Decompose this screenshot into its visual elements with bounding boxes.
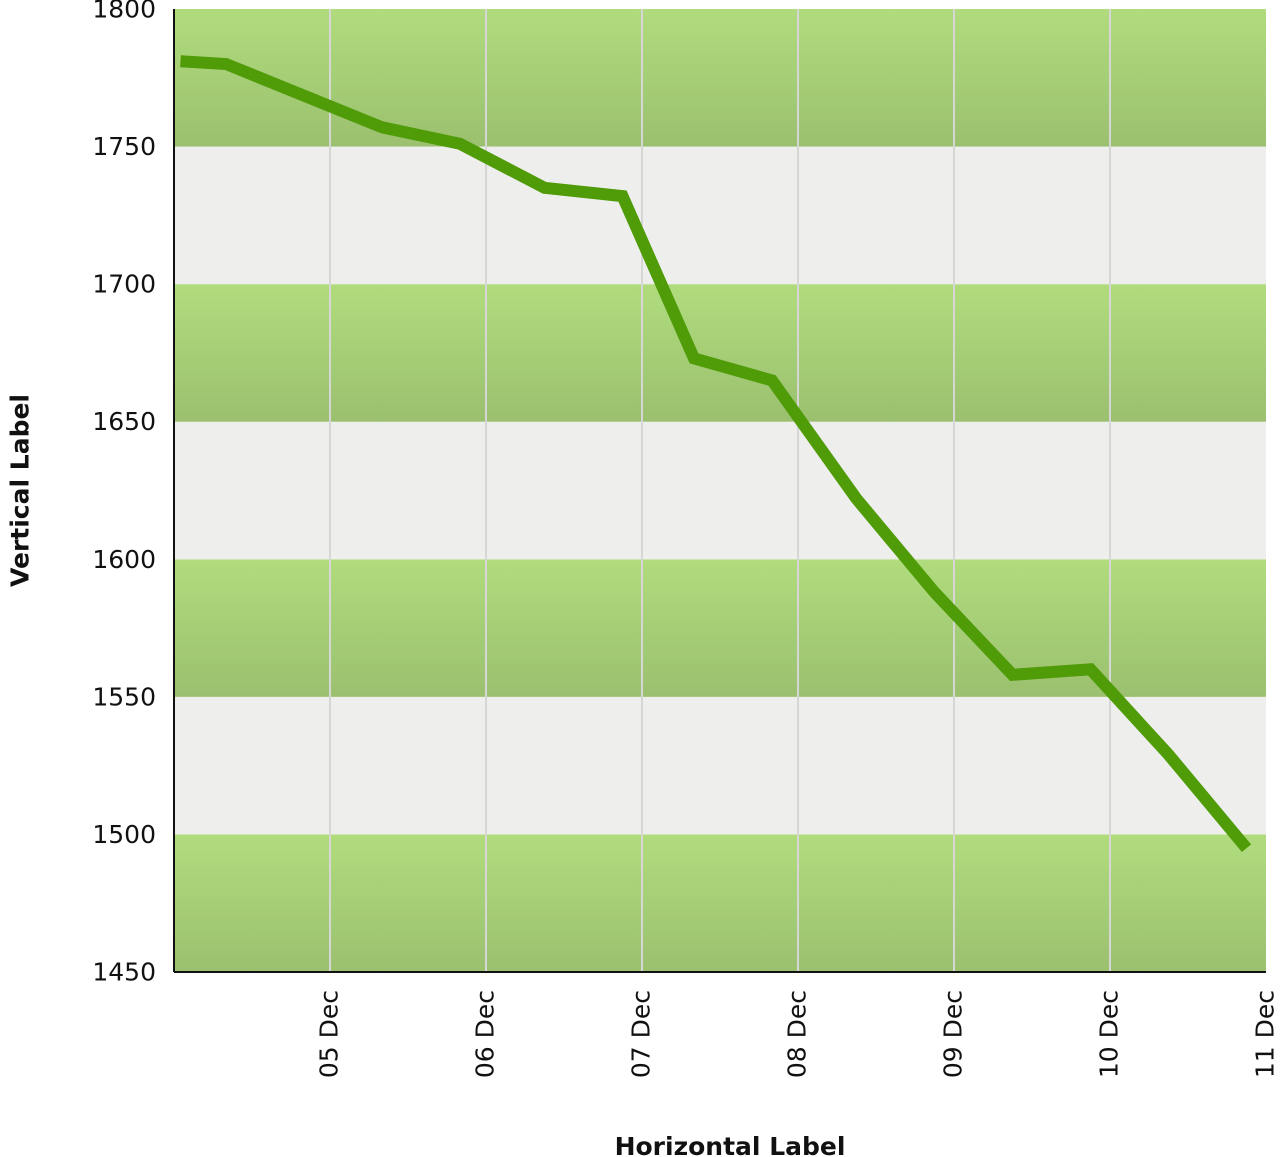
x-tick-label: 11 Dec (1251, 990, 1280, 1078)
vertical-gridlines (329, 9, 1111, 972)
y-axis-title: Vertical Label (6, 394, 35, 587)
y-tick-label: 1600 (92, 545, 156, 574)
x-tick-label: 06 Dec (471, 990, 500, 1078)
y-tick-label: 1500 (92, 820, 156, 849)
series-line (180, 55, 1252, 853)
x-tick-label: 08 Dec (783, 990, 812, 1078)
y-tick-label: 1750 (92, 132, 156, 161)
band-green (174, 834, 1266, 972)
band-light (174, 696, 1266, 835)
y-tick-label: 1550 (92, 682, 156, 711)
y-tick-label: 1800 (92, 0, 156, 24)
y-tick-label: 1650 (92, 407, 156, 436)
x-axis-tick-labels: 05 Dec 06 Dec 07 Dec 08 Dec 09 Dec 10 Dec 11 D… (315, 990, 1280, 1078)
background-bands (174, 9, 1266, 972)
x-axis-title: Horizontal Label (615, 1132, 846, 1157)
band-green (174, 284, 1266, 422)
series-group (180, 55, 1252, 853)
band-green (174, 9, 1266, 147)
y-axis-tick-labels: 1450 1500 1550 1600 1650 1700 1750 1800 (92, 0, 156, 987)
x-tick-label: 07 Dec (627, 990, 656, 1078)
x-tick-label: 09 Dec (939, 990, 968, 1078)
y-tick-label: 1700 (92, 270, 156, 299)
y-tick-label: 1450 (92, 958, 156, 987)
x-tick-label: 05 Dec (315, 990, 344, 1078)
band-light (174, 146, 1266, 285)
x-tick-label: 10 Dec (1095, 990, 1124, 1078)
band-light (174, 421, 1266, 560)
